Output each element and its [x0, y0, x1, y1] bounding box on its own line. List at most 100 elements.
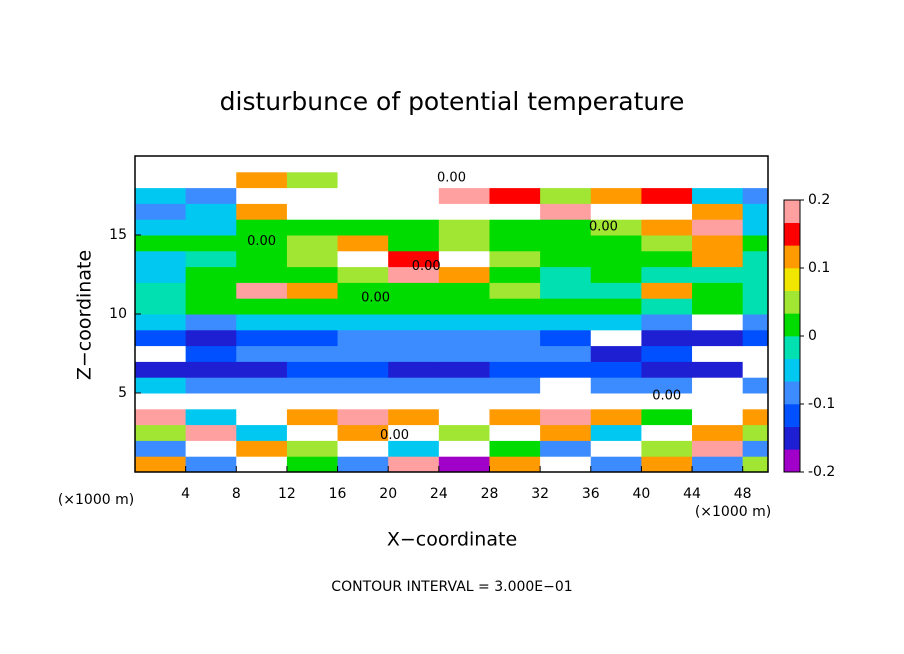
heatmap-cell	[236, 282, 288, 299]
heatmap-cell	[489, 203, 541, 220]
heatmap-cell	[540, 424, 592, 441]
heatmap-cell	[692, 361, 744, 378]
heatmap-cell	[590, 329, 642, 347]
heatmap-cell	[540, 329, 592, 347]
heatmap-cell	[388, 361, 440, 378]
x-tick-label: 24	[430, 486, 448, 502]
heatmap-cell	[236, 329, 288, 347]
heatmap-cell	[692, 187, 744, 204]
heatmap-cell	[489, 393, 541, 410]
heatmap-cell	[742, 408, 769, 426]
heatmap-cell	[590, 298, 642, 315]
heatmap-cell	[641, 456, 693, 473]
heatmap-cell	[438, 266, 490, 283]
heatmap-cell	[337, 187, 389, 204]
heatmap-cell	[286, 345, 339, 362]
heatmap-cell	[641, 266, 693, 283]
heatmap-cell	[692, 440, 744, 457]
heatmap-cell	[286, 440, 339, 457]
heatmap-cell	[135, 345, 187, 362]
heatmap-cell	[590, 361, 642, 378]
heatmap-cell	[489, 219, 541, 236]
x-tick-label: 40	[632, 486, 650, 502]
heatmap-cell	[388, 156, 440, 173]
heatmap-cell	[438, 203, 490, 220]
heatmap-cell	[388, 266, 440, 283]
heatmap-cell	[692, 282, 744, 299]
y-tick-label: 15	[109, 227, 127, 243]
heatmap-cell	[236, 408, 288, 426]
heatmap-cell	[438, 440, 490, 457]
heatmap-cell	[742, 219, 769, 236]
heatmap-cell	[742, 298, 769, 315]
heatmap-cell	[135, 282, 187, 299]
x-unit-label: (×1000 m)	[695, 504, 771, 520]
heatmap-cell	[641, 424, 693, 441]
heatmap-cell	[286, 424, 339, 441]
heatmap-cell	[438, 219, 490, 236]
heatmap-cell	[590, 156, 642, 173]
heatmap-cell	[438, 235, 490, 252]
heatmap-cell	[135, 266, 187, 283]
heatmap-cell	[692, 235, 744, 252]
heatmap-cell	[438, 377, 490, 394]
heatmap-cell	[742, 393, 769, 410]
colorbar-tick-label: 0	[808, 328, 817, 344]
heatmap-cell	[540, 250, 592, 268]
colorbar-swatch	[784, 290, 800, 314]
colorbar-swatch	[784, 449, 800, 473]
heatmap-cell	[692, 298, 744, 315]
heatmap-cell	[489, 314, 541, 331]
heatmap-cell	[337, 282, 389, 299]
heatmap-cell	[692, 393, 744, 410]
heatmap-cell	[337, 329, 389, 347]
heatmap-cell	[286, 393, 339, 410]
heatmap-cell	[438, 456, 490, 473]
heatmap-cell	[641, 440, 693, 457]
heatmap-cell	[337, 314, 389, 331]
heatmap-cell	[641, 282, 693, 299]
heatmap-cell	[286, 361, 339, 378]
heatmap-cell	[590, 314, 642, 331]
heatmap-cell	[692, 219, 744, 236]
heatmap-cell	[185, 219, 237, 236]
heatmap-cell	[388, 377, 440, 394]
heatmap-cell	[185, 345, 237, 362]
heatmap-cell	[692, 345, 744, 362]
heatmap-cell	[185, 235, 237, 252]
x-tick-label: 20	[379, 486, 397, 502]
heatmap-cell	[590, 377, 642, 394]
heatmap-cell	[590, 171, 642, 189]
heatmap-cell	[742, 156, 769, 173]
heatmap-cell	[641, 298, 693, 315]
heatmap-cell	[438, 282, 490, 299]
heatmap-cell	[135, 408, 187, 426]
heatmap-cell	[388, 314, 440, 331]
heatmap-cell	[388, 424, 440, 441]
heatmap-cell	[540, 203, 592, 220]
heatmap-cell	[337, 219, 389, 236]
heatmap-cell	[286, 456, 339, 473]
heatmap-cell	[742, 345, 769, 362]
heatmap-cell	[236, 377, 288, 394]
heatmap-cell	[692, 266, 744, 283]
colorbar-swatch	[784, 268, 800, 291]
heatmap-cell	[135, 440, 187, 457]
heatmap-cell	[185, 298, 237, 315]
heatmap-cell	[337, 456, 389, 473]
heatmap-cell	[540, 219, 592, 236]
heatmap-cell	[286, 266, 339, 283]
heatmap-cell	[742, 187, 769, 204]
heatmap-cell	[337, 171, 389, 189]
heatmap-cell	[742, 424, 769, 441]
contour-label: 0.00	[589, 220, 618, 235]
heatmap-cell	[135, 187, 187, 204]
heatmap-cell	[692, 456, 744, 473]
heatmap-cell	[489, 250, 541, 268]
heatmap-cell	[742, 329, 769, 347]
heatmap-cell	[742, 282, 769, 299]
heatmap-cell	[590, 219, 642, 236]
heatmap-cell	[489, 266, 541, 283]
heatmap-cell	[438, 424, 490, 441]
